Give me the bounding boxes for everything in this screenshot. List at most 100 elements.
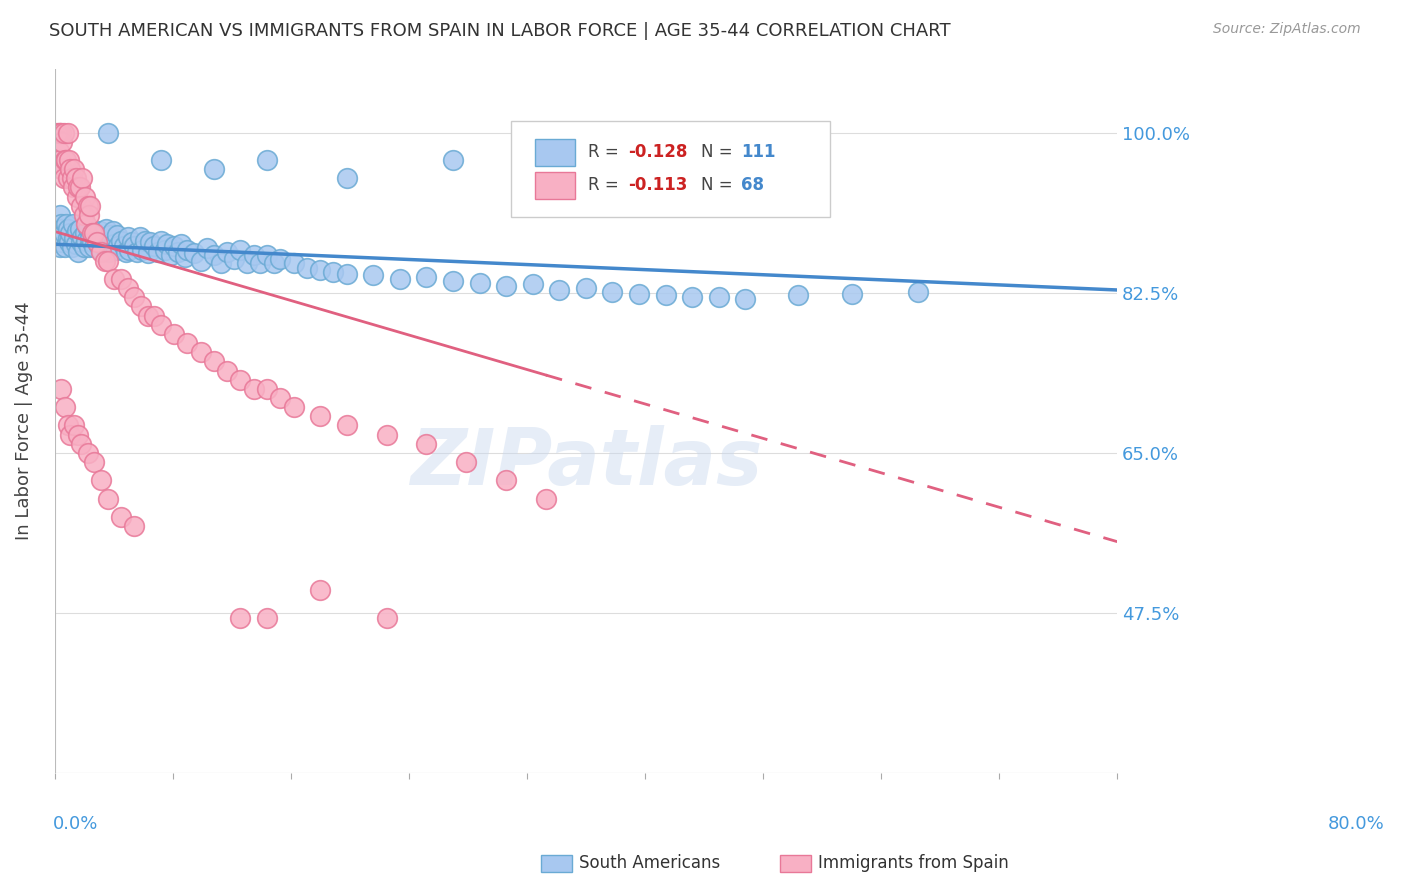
Point xyxy=(107,239,129,253)
Point xyxy=(190,345,212,359)
Point xyxy=(79,199,101,213)
Text: -0.113: -0.113 xyxy=(628,177,688,194)
Point xyxy=(441,153,464,167)
Point xyxy=(55,153,77,167)
Point xyxy=(236,255,259,269)
Point xyxy=(46,235,69,250)
Point xyxy=(256,610,278,624)
Point xyxy=(56,418,79,433)
Point xyxy=(734,153,756,167)
Point xyxy=(93,239,115,253)
Point xyxy=(94,231,117,245)
Point xyxy=(51,217,73,231)
Point xyxy=(907,285,929,299)
Text: ZIPatlas: ZIPatlas xyxy=(409,425,762,501)
Point xyxy=(131,243,153,257)
Point xyxy=(103,272,125,286)
Point xyxy=(217,244,239,259)
Point xyxy=(173,250,195,264)
Point xyxy=(48,221,70,235)
Point xyxy=(495,279,517,293)
Point xyxy=(183,246,205,260)
Text: 0.0%: 0.0% xyxy=(53,815,98,833)
Point xyxy=(103,237,125,252)
Point xyxy=(122,290,145,304)
Point xyxy=(283,255,305,269)
Point xyxy=(51,126,73,140)
Point xyxy=(681,153,703,167)
Point xyxy=(51,231,73,245)
Point xyxy=(97,237,120,252)
Point xyxy=(76,446,98,460)
Point xyxy=(263,255,285,269)
Point xyxy=(202,354,225,368)
Point xyxy=(170,237,193,252)
Point xyxy=(59,226,82,240)
Point xyxy=(97,491,120,506)
Point xyxy=(70,436,93,450)
Point xyxy=(52,226,75,240)
Point xyxy=(575,281,598,295)
Point xyxy=(59,162,82,177)
Point xyxy=(202,162,225,177)
Point xyxy=(49,153,72,167)
Point xyxy=(63,231,86,245)
Point xyxy=(495,473,517,487)
Point xyxy=(309,409,332,424)
Point xyxy=(72,230,94,244)
Point xyxy=(53,153,76,167)
Point xyxy=(139,235,162,250)
Text: 68: 68 xyxy=(741,177,763,194)
Point xyxy=(256,382,278,396)
Point xyxy=(167,244,190,259)
Point xyxy=(46,126,69,140)
Point xyxy=(76,199,98,213)
Point xyxy=(53,400,76,414)
Point xyxy=(52,126,75,140)
Point xyxy=(269,391,291,405)
Point xyxy=(56,231,79,245)
Point xyxy=(59,427,82,442)
Text: South Americans: South Americans xyxy=(579,855,720,872)
Point xyxy=(441,274,464,288)
Point xyxy=(122,519,145,533)
Point xyxy=(681,290,703,304)
Point xyxy=(51,382,73,396)
Point xyxy=(627,286,650,301)
Point xyxy=(48,144,70,158)
Point xyxy=(104,243,127,257)
Y-axis label: In Labor Force | Age 35-44: In Labor Force | Age 35-44 xyxy=(15,301,32,541)
Point xyxy=(283,400,305,414)
Point xyxy=(602,285,624,299)
Point xyxy=(83,240,105,254)
Point xyxy=(65,237,87,252)
Point xyxy=(229,373,252,387)
Point xyxy=(125,244,148,259)
Point xyxy=(256,248,278,262)
Point xyxy=(69,221,91,235)
Point xyxy=(336,171,359,186)
Point xyxy=(146,244,169,259)
Point xyxy=(415,270,437,285)
Point xyxy=(66,224,89,238)
Point xyxy=(149,234,172,248)
Point xyxy=(256,153,278,167)
Point xyxy=(522,277,544,292)
Point xyxy=(217,363,239,377)
Point xyxy=(176,336,198,351)
Point xyxy=(86,235,108,250)
Point xyxy=(51,162,73,177)
Point xyxy=(101,224,124,238)
Point xyxy=(110,510,132,524)
Point xyxy=(56,221,79,235)
Text: R =: R = xyxy=(588,177,624,194)
Point xyxy=(787,288,810,302)
Point xyxy=(117,230,139,244)
Point xyxy=(79,231,101,245)
Point xyxy=(229,243,252,257)
Text: SOUTH AMERICAN VS IMMIGRANTS FROM SPAIN IN LABOR FORCE | AGE 35-44 CORRELATION C: SOUTH AMERICAN VS IMMIGRANTS FROM SPAIN … xyxy=(49,22,950,40)
Point xyxy=(136,246,159,260)
Point xyxy=(49,126,72,140)
Point xyxy=(51,221,73,235)
Point xyxy=(70,199,93,213)
